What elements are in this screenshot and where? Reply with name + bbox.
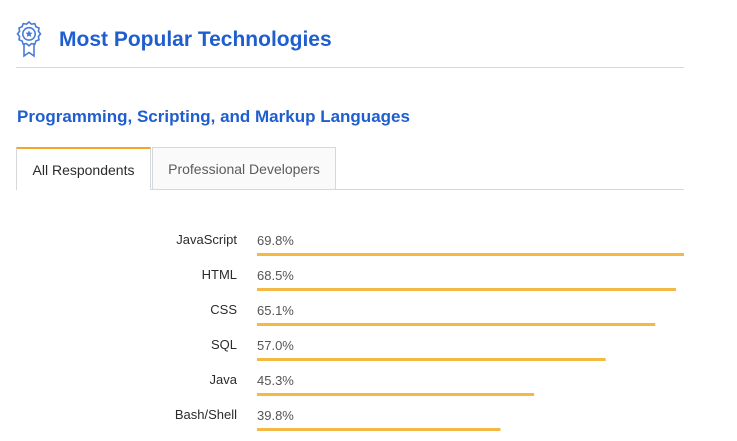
bar <box>257 253 684 256</box>
value-label: 39.8% <box>257 408 294 423</box>
category-label: Bash/Shell <box>175 407 237 422</box>
languages-bar-chart: JavaScript 69.8% HTML 68.5% CSS 65.1% SQL 57.0%… <box>175 232 684 431</box>
page-title: Most Popular Technologies <box>59 28 332 51</box>
value-label: 65.1% <box>257 303 294 318</box>
category-label: CSS <box>210 302 237 317</box>
respondent-tabs: All Respondents Professional Developers <box>16 147 684 190</box>
value-label: 45.3% <box>257 373 294 388</box>
category-label: JavaScript <box>176 232 237 247</box>
category-label: HTML <box>202 267 237 282</box>
value-label: 69.8% <box>257 233 294 248</box>
value-label: 57.0% <box>257 338 294 353</box>
tab-professional-developers[interactable]: Professional Developers <box>152 147 336 189</box>
bar <box>257 358 606 361</box>
bar <box>257 323 656 326</box>
tab-all-respondents[interactable]: All Respondents <box>16 147 151 190</box>
page-header: Most Popular Technologies <box>16 14 684 68</box>
category-label: SQL <box>211 337 237 352</box>
bar <box>257 428 501 431</box>
bar <box>257 288 677 291</box>
bar <box>257 393 535 396</box>
award-badge-icon <box>16 20 42 58</box>
value-label: 68.5% <box>257 268 294 283</box>
section-title: Programming, Scripting, and Markup Langu… <box>17 107 410 126</box>
category-label: Java <box>210 372 238 387</box>
